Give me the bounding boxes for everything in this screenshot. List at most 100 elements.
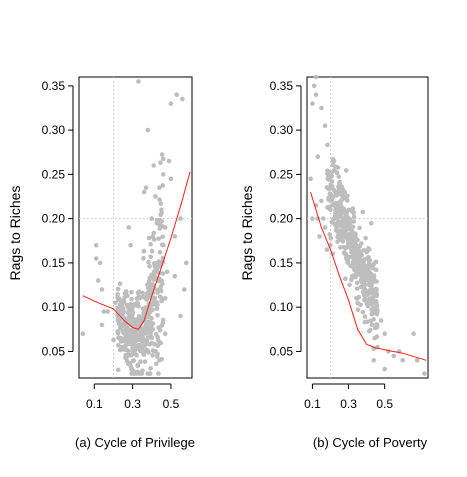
scatter-point xyxy=(374,305,379,310)
scatter-point xyxy=(113,300,118,306)
scatter-point xyxy=(322,123,328,128)
y-tick-label: 0.25 xyxy=(270,167,294,181)
scatter-point xyxy=(367,291,372,296)
scatter-point xyxy=(370,265,376,271)
scatter-point xyxy=(156,264,162,269)
scatter-point xyxy=(372,278,378,284)
scatter-point xyxy=(310,101,315,106)
scatter-point xyxy=(158,160,163,165)
scatter-point xyxy=(99,322,105,328)
scatter-point xyxy=(125,335,131,340)
scatter-point xyxy=(308,176,313,182)
scatter-point xyxy=(371,275,377,280)
scatter-point xyxy=(328,182,334,188)
scatter-point xyxy=(363,235,368,241)
scatter-point xyxy=(353,234,358,240)
scatter-point xyxy=(360,209,366,215)
scatter-point xyxy=(80,331,86,337)
scatter-point xyxy=(115,286,121,292)
scatter-point xyxy=(333,200,338,206)
scatter-point xyxy=(153,194,158,199)
scatter-point xyxy=(162,296,168,301)
scatter-point xyxy=(132,330,138,336)
scatter-point xyxy=(131,371,137,376)
scatter-point xyxy=(121,347,127,352)
scatter-point xyxy=(374,334,380,339)
y-tick-label: 0.35 xyxy=(42,79,66,93)
scatter-point xyxy=(126,225,132,230)
scatter-point xyxy=(345,256,351,262)
scatter-point xyxy=(350,209,356,215)
scatter-point xyxy=(371,358,377,363)
x-tick-label: 0.3 xyxy=(124,397,141,411)
scatter-point xyxy=(135,300,141,306)
scatter-point xyxy=(348,237,353,242)
scatter-point xyxy=(149,248,155,254)
fit-line xyxy=(310,191,427,361)
scatter-point xyxy=(328,197,333,203)
scatter-point xyxy=(369,322,375,328)
scatter-point xyxy=(155,290,160,296)
scatter-point xyxy=(343,168,349,173)
scatter-point xyxy=(146,350,151,355)
scatter-point xyxy=(148,366,153,371)
scatter-point xyxy=(119,303,125,309)
scatter-point xyxy=(361,281,367,286)
scatter-point xyxy=(157,226,162,231)
scatter-point xyxy=(341,195,347,200)
scatter-point xyxy=(141,339,147,344)
scatter-point xyxy=(313,74,319,80)
scatter-point xyxy=(152,261,157,266)
scatter-point xyxy=(93,256,99,261)
scatter-point xyxy=(337,209,343,215)
scatter-point xyxy=(150,352,155,358)
scatter-point xyxy=(136,79,141,84)
scatter-point xyxy=(125,354,130,359)
scatter-point xyxy=(160,156,166,162)
y-axis: 0.05 0.10 0.15 0.20 0.25 0.30 0.35 xyxy=(270,79,302,358)
scatter-point xyxy=(342,251,347,256)
x-axis: 0.1 0.3 0.5 xyxy=(86,383,180,411)
scatter-point xyxy=(115,367,121,373)
scatter-point xyxy=(149,335,155,341)
scatter-point xyxy=(111,337,116,343)
scatter-point xyxy=(374,325,380,330)
scatter-point xyxy=(350,224,356,230)
y-tick-label: 0.05 xyxy=(270,344,294,358)
scatter-point xyxy=(362,297,367,303)
scatter-point xyxy=(149,216,155,221)
scatter-point xyxy=(93,242,99,248)
scatter-point xyxy=(130,348,135,354)
scatter-point xyxy=(160,320,166,326)
scatter-point xyxy=(142,359,148,365)
scatter-point xyxy=(337,179,343,185)
scatter-point xyxy=(155,302,160,308)
scatter-point xyxy=(143,185,149,190)
scatter-point xyxy=(354,270,360,275)
scatter-point xyxy=(156,236,161,242)
scatter-point xyxy=(151,277,157,283)
scatter-point xyxy=(141,326,146,331)
scatter-point xyxy=(178,313,183,319)
scatter-point xyxy=(115,292,120,297)
scatter-point xyxy=(338,189,344,194)
scatter-point xyxy=(362,319,368,325)
scatter-point xyxy=(322,225,328,230)
scatter-point xyxy=(346,240,352,246)
scatter-point xyxy=(141,352,147,357)
scatter-point xyxy=(340,229,346,234)
scatter-point xyxy=(146,259,151,265)
scatter-point xyxy=(136,289,142,295)
scatter-point xyxy=(157,250,163,255)
scatter-point xyxy=(141,255,146,261)
y-tick-label: 0.20 xyxy=(270,212,294,226)
scatter-point xyxy=(351,265,356,271)
scatter-point xyxy=(125,361,131,366)
scatter-point xyxy=(130,305,135,310)
scatter-point xyxy=(373,259,379,265)
scatter-point xyxy=(363,288,369,293)
scatter-point xyxy=(365,266,370,271)
scatter-point xyxy=(324,247,330,252)
scatter-point xyxy=(121,308,126,314)
